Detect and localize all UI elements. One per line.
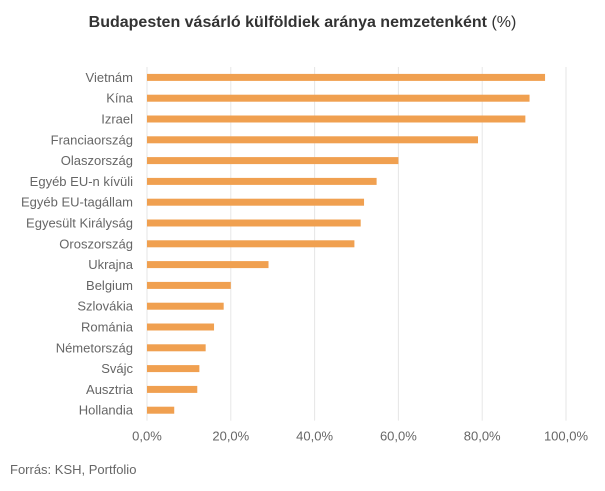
bar xyxy=(147,365,200,373)
chart-title-main: Budapesten vásárló külföldiek aránya nem… xyxy=(88,14,487,31)
bar xyxy=(147,302,224,310)
category-label: Kína xyxy=(106,91,134,106)
bar xyxy=(147,94,530,102)
x-tick-label: 20,0% xyxy=(212,429,249,444)
category-label: Ukrajna xyxy=(88,257,134,272)
category-label: Izrael xyxy=(101,112,133,127)
category-label: Németország xyxy=(56,340,133,355)
bar xyxy=(147,115,526,123)
category-label: Franciaország xyxy=(51,132,133,147)
bar xyxy=(147,261,269,269)
bar xyxy=(147,240,355,248)
category-labels: Vietnám Kína Izrael Franciaország Olaszorszá… xyxy=(21,70,134,418)
bar xyxy=(147,385,198,393)
bar xyxy=(147,344,206,352)
category-label: Szlovákia xyxy=(77,299,133,314)
bars xyxy=(147,73,546,414)
bar xyxy=(147,406,175,414)
source-note: Forrás: KSH, Portfolio xyxy=(10,462,137,477)
category-label: Svájc xyxy=(101,361,133,376)
category-label: Hollandia xyxy=(79,403,134,418)
category-label: Egyéb EU-tagállam xyxy=(21,195,133,210)
x-tick-label: 60,0% xyxy=(380,429,417,444)
category-label: Egyesült Királyság xyxy=(26,216,133,231)
category-label: Oroszország xyxy=(59,236,133,251)
category-label: Olaszország xyxy=(61,153,133,168)
x-tick-label: 0,0% xyxy=(132,429,162,444)
bar xyxy=(147,157,399,165)
x-tick-label: 100,0% xyxy=(544,429,589,444)
bar xyxy=(147,323,215,331)
chart-title-unit: (%) xyxy=(491,14,517,31)
category-label: Románia xyxy=(81,320,134,335)
x-tick-labels: 0,0% 20,0% 40,0% 60,0% 80,0% 100,0% xyxy=(132,429,588,444)
bar xyxy=(147,73,546,81)
bar xyxy=(147,198,365,206)
category-label: Belgium xyxy=(86,278,133,293)
bar xyxy=(147,177,377,185)
category-label: Ausztria xyxy=(86,382,134,397)
chart-title: Budapesten vásárló külföldiek aránya nem… xyxy=(0,14,605,32)
bar xyxy=(147,136,479,144)
bar xyxy=(147,219,361,227)
category-label: Egyéb EU-n kívüli xyxy=(30,174,133,189)
x-tick-label: 80,0% xyxy=(464,429,501,444)
x-tick-label: 40,0% xyxy=(296,429,333,444)
category-label: Vietnám xyxy=(86,70,133,85)
bar xyxy=(147,281,231,289)
